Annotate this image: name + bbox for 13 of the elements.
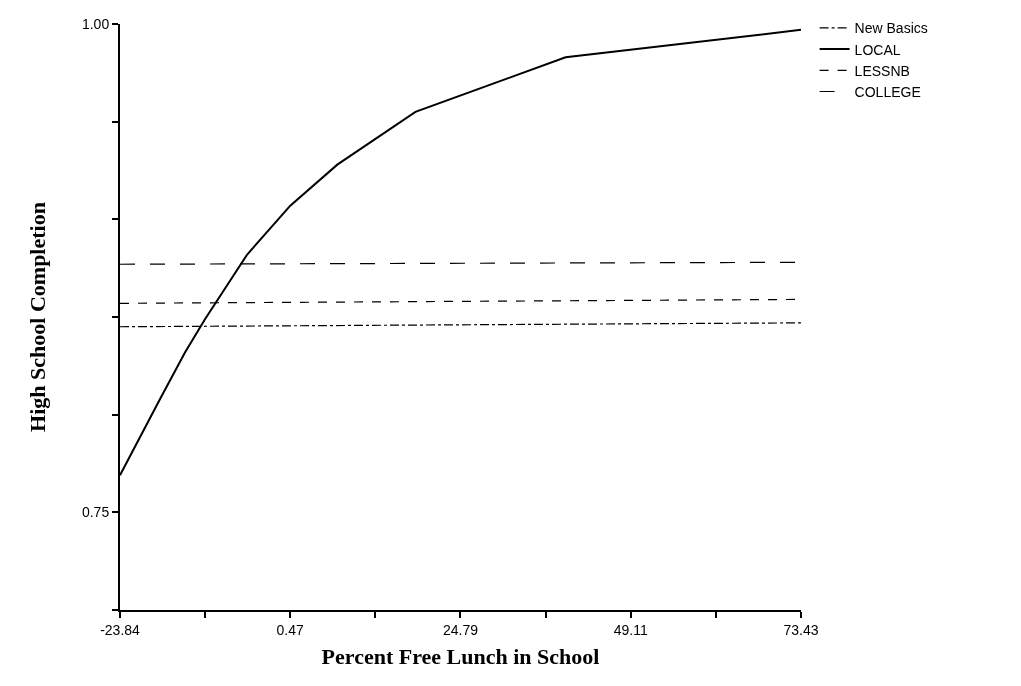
x-axis-title: Percent Free Lunch in School	[321, 644, 600, 670]
y-tick-label: 0.75	[81, 504, 110, 521]
x-tick-label: 73.43	[783, 621, 819, 638]
legend-label: COLLEGE	[854, 83, 921, 100]
x-tick-label: 0.47	[276, 621, 305, 638]
y-axis-title: High School Completion	[25, 202, 51, 432]
x-tick-label: 49.11	[613, 621, 648, 638]
legend-label: New Basics	[854, 20, 928, 37]
x-tick-label: -23.84	[100, 621, 141, 638]
legend-label: LOCAL	[854, 41, 901, 58]
legend-label: LESSNB	[854, 62, 910, 79]
y-tick-label: 1.00	[81, 15, 110, 32]
x-tick-label: 24.79	[442, 621, 479, 638]
